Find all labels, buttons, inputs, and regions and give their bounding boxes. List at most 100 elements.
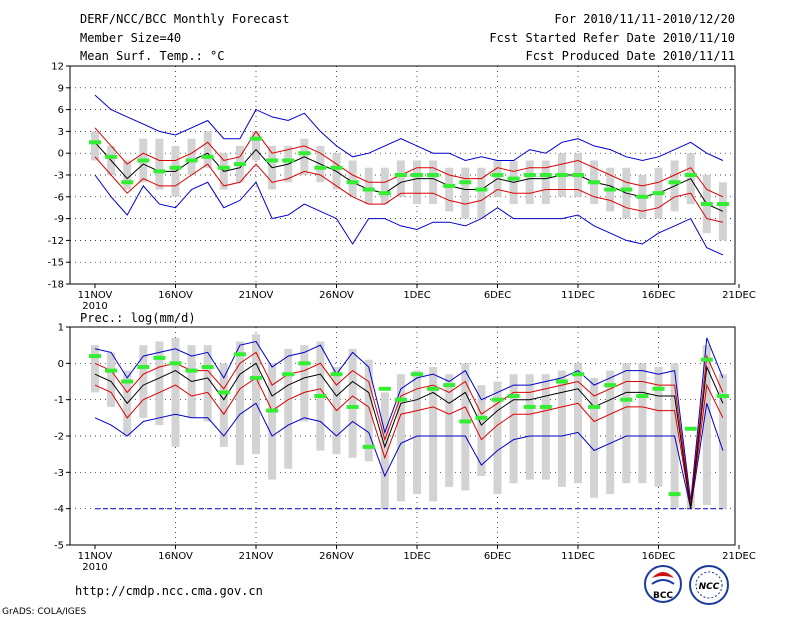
observation-marker <box>314 165 327 170</box>
ensemble-mean-line <box>94 362 724 509</box>
grads-credit: GrADS: COLA/IGES <box>2 607 86 617</box>
ensemble-box <box>203 345 212 422</box>
x-tick-label: 21DEC <box>722 551 756 562</box>
x-tick-label: 1DEC <box>403 551 430 562</box>
ensemble-box <box>461 167 470 219</box>
ensemble-box <box>541 374 550 480</box>
observation-marker <box>298 151 311 156</box>
ensemble-box <box>445 374 454 487</box>
forecast-start-date: Fcst Started Refer Date 2010/11/10 <box>489 31 735 45</box>
y-tick-label: -9 <box>54 214 64 225</box>
x-tick-label: 6DEC <box>484 551 511 562</box>
observation-marker <box>716 202 729 207</box>
observation-marker <box>652 386 665 391</box>
observation-marker <box>684 426 697 431</box>
observation-marker <box>121 379 134 384</box>
max-envelope-line <box>94 94 724 162</box>
y-tick-label: 0 <box>58 359 64 370</box>
ensemble-box <box>348 160 357 197</box>
x-tick-label: 11DEC <box>561 551 595 562</box>
observation-marker <box>378 386 391 391</box>
x-tick-label: 6DEC <box>484 290 511 301</box>
bcc-logo: BCC <box>644 565 682 603</box>
ensemble-mean-line <box>94 141 724 212</box>
y-tick-label: -3 <box>54 171 64 182</box>
x-tick-label: 16DEC <box>642 290 676 301</box>
ncc-logo: NCC <box>689 565 729 605</box>
observation-marker <box>298 361 311 366</box>
observation-marker <box>89 354 101 359</box>
x-tick-label: 16NOV <box>158 290 193 301</box>
ensemble-box <box>413 370 421 495</box>
observation-marker <box>185 368 198 373</box>
ensemble-box <box>364 167 373 205</box>
ensemble-box <box>187 138 196 175</box>
ensemble-box <box>300 345 309 422</box>
ensemble-box <box>171 337 180 447</box>
observation-marker <box>523 173 536 177</box>
y-tick-label: -12 <box>48 236 64 247</box>
ensemble-box <box>557 370 566 487</box>
observation-marker <box>604 383 617 388</box>
member-size-label: Member Size=40 <box>80 31 181 45</box>
observation-marker <box>684 173 697 177</box>
observation-marker <box>266 408 279 413</box>
max-envelope-line <box>94 337 724 502</box>
bcc-logo-text: BCC <box>653 591 673 601</box>
ensemble-box <box>91 131 99 161</box>
observation-marker <box>89 140 101 145</box>
observation-marker <box>233 162 246 167</box>
ensemble-box <box>364 359 373 462</box>
y-tick-label: 3 <box>58 127 64 138</box>
observation-marker <box>394 173 407 177</box>
ensemble-box <box>477 167 486 219</box>
observation-marker <box>153 169 166 174</box>
y-tick-label: 6 <box>58 105 64 116</box>
observation-marker <box>443 183 456 188</box>
observation-marker <box>475 415 488 420</box>
observation-marker <box>700 202 713 207</box>
precipitation-panel: 1 0 -1 -2 -3 -4 -5 11NOV 16NOV 21NOV 26NOV 1DEC 6DEC… <box>54 323 756 574</box>
source-url[interactable]: http://cmdp.ncc.cma.gov.cn <box>75 584 263 598</box>
ensemble-box <box>429 160 438 205</box>
y-tick-label: -5 <box>54 541 64 552</box>
x-tick-label: 11NOV <box>78 551 113 562</box>
ensemble-box <box>348 348 357 458</box>
observation-marker <box>636 194 649 199</box>
ensemble-box <box>396 160 405 197</box>
ensemble-box <box>252 334 260 455</box>
y-tick-label: -15 <box>48 258 64 269</box>
ensemble-box <box>219 363 228 447</box>
x-year-label: 2010 <box>82 301 107 312</box>
y-tick-label: -1 <box>54 395 64 406</box>
observation-marker <box>636 394 649 399</box>
ensemble-box <box>654 366 663 487</box>
x-tick-label: 16NOV <box>158 551 193 562</box>
ensemble-box <box>203 131 212 168</box>
y-tick-label: -3 <box>54 468 64 479</box>
observation-marker <box>201 364 214 369</box>
observation-marker <box>266 158 279 163</box>
y-tick-label: 9 <box>58 83 64 94</box>
observation-marker <box>588 404 601 409</box>
observation-marker <box>507 176 520 181</box>
observation-marker <box>539 173 552 177</box>
observation-marker <box>604 187 617 192</box>
y-tick-label: -6 <box>54 192 64 203</box>
ensemble-box <box>445 167 454 212</box>
observation-marker <box>475 187 488 192</box>
ensemble-box <box>252 131 260 161</box>
ensemble-box <box>107 352 116 407</box>
ncc-logo-text: NCC <box>699 582 720 592</box>
y-tick-label: 12 <box>51 62 64 73</box>
observation-marker <box>105 154 118 159</box>
ensemble-box <box>622 363 631 484</box>
x-tick-label: 26NOV <box>319 551 354 562</box>
x-tick-label: 21NOV <box>239 290 274 301</box>
observation-marker <box>443 383 456 388</box>
x-tick-label: 16DEC <box>642 551 676 562</box>
observation-marker <box>153 355 166 360</box>
observation-marker <box>572 372 584 377</box>
ensemble-box <box>525 160 534 205</box>
ensemble-box <box>606 370 615 495</box>
